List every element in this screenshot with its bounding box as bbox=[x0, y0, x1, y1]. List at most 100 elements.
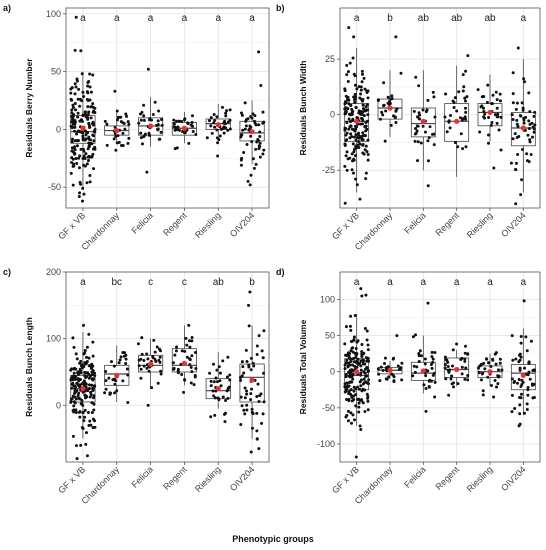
data-point bbox=[392, 380, 396, 384]
data-point bbox=[91, 110, 95, 114]
data-point bbox=[343, 89, 347, 93]
data-point bbox=[261, 110, 265, 114]
data-point bbox=[432, 132, 436, 136]
data-point bbox=[349, 360, 353, 364]
data-point bbox=[105, 122, 109, 126]
data-point bbox=[427, 136, 431, 140]
data-point bbox=[256, 382, 260, 386]
data-point bbox=[344, 325, 348, 329]
data-point bbox=[89, 363, 93, 367]
mean-point bbox=[487, 369, 493, 375]
data-point bbox=[185, 343, 189, 347]
data-point bbox=[492, 166, 496, 170]
data-point bbox=[359, 368, 363, 372]
data-point bbox=[88, 419, 92, 423]
data-point bbox=[533, 110, 537, 114]
data-point bbox=[124, 357, 128, 361]
data-point bbox=[251, 112, 255, 116]
data-point bbox=[527, 362, 531, 366]
data-point bbox=[417, 360, 421, 364]
data-point bbox=[387, 375, 391, 379]
significance-letter: a bbox=[354, 277, 360, 288]
data-point bbox=[364, 177, 368, 181]
data-point bbox=[383, 356, 387, 360]
data-point bbox=[83, 110, 87, 114]
data-point bbox=[183, 118, 187, 122]
data-point bbox=[361, 352, 365, 356]
data-point bbox=[191, 130, 195, 134]
data-point bbox=[81, 131, 85, 135]
data-point bbox=[71, 434, 75, 438]
data-point bbox=[75, 381, 79, 385]
plot-background bbox=[340, 272, 540, 462]
data-point bbox=[355, 365, 359, 369]
data-point bbox=[423, 130, 427, 134]
data-point bbox=[344, 111, 348, 115]
significance-letter: a bbox=[487, 277, 493, 288]
data-point bbox=[86, 410, 90, 414]
data-point bbox=[343, 367, 347, 371]
data-point bbox=[382, 361, 386, 365]
data-point bbox=[519, 392, 523, 396]
data-point bbox=[360, 80, 364, 84]
data-point bbox=[85, 97, 89, 101]
data-point bbox=[123, 127, 127, 131]
data-point bbox=[480, 104, 484, 108]
data-point bbox=[109, 360, 113, 364]
data-point bbox=[519, 335, 523, 339]
data-point bbox=[79, 443, 83, 447]
data-point bbox=[103, 119, 107, 123]
data-point bbox=[349, 349, 353, 353]
data-point bbox=[74, 352, 78, 356]
data-point bbox=[137, 358, 141, 362]
data-point bbox=[255, 344, 259, 348]
data-point bbox=[251, 361, 255, 365]
data-point bbox=[81, 114, 85, 118]
data-point bbox=[363, 148, 367, 152]
data-point bbox=[364, 105, 368, 109]
data-point bbox=[189, 381, 193, 385]
data-point bbox=[77, 384, 81, 388]
data-point bbox=[424, 374, 428, 378]
data-point bbox=[510, 393, 514, 397]
data-point bbox=[354, 138, 358, 142]
data-point bbox=[366, 356, 370, 360]
data-point bbox=[140, 336, 144, 340]
data-point bbox=[423, 357, 427, 361]
data-point bbox=[433, 380, 437, 384]
data-point bbox=[87, 356, 91, 360]
data-point bbox=[361, 103, 365, 107]
x-tick-label: Regent bbox=[161, 210, 189, 238]
data-point bbox=[93, 145, 97, 149]
data-point bbox=[490, 121, 494, 125]
data-point bbox=[345, 353, 349, 357]
data-point bbox=[365, 89, 369, 93]
data-point bbox=[463, 351, 467, 355]
y-tick-label: 200 bbox=[46, 267, 61, 277]
data-point bbox=[82, 154, 86, 158]
data-point bbox=[345, 120, 349, 124]
data-point bbox=[348, 324, 352, 328]
data-point bbox=[521, 108, 525, 112]
data-point bbox=[494, 351, 498, 355]
data-point bbox=[257, 50, 261, 54]
data-point bbox=[523, 80, 527, 84]
data-point bbox=[153, 100, 157, 104]
data-point bbox=[350, 107, 354, 111]
data-point bbox=[359, 371, 363, 375]
significance-letter: b bbox=[387, 13, 393, 24]
data-point bbox=[476, 366, 480, 370]
data-point bbox=[209, 116, 213, 120]
data-point bbox=[71, 105, 75, 109]
data-point bbox=[396, 364, 400, 368]
data-point bbox=[156, 381, 160, 385]
data-point bbox=[354, 105, 358, 109]
data-point bbox=[355, 361, 359, 365]
data-point bbox=[78, 191, 82, 195]
points-oiv204 bbox=[239, 50, 266, 187]
data-point bbox=[525, 407, 529, 411]
data-point bbox=[243, 396, 247, 400]
data-point bbox=[145, 366, 149, 370]
data-point bbox=[103, 391, 107, 395]
data-point bbox=[365, 359, 369, 363]
